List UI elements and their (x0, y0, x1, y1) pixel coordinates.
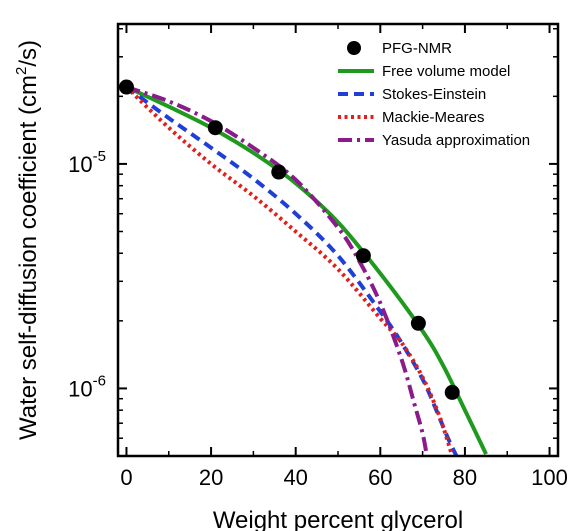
legend-label-yasuda-approximation: Yasuda approximation (382, 132, 530, 149)
data-point-pfg-nmr (444, 384, 460, 400)
x-tick-label: 40 (283, 465, 307, 490)
series-line-stokes-einstein (125, 85, 459, 456)
y-tick-base: 10 (68, 152, 92, 177)
y-axis-label: Water self-diffusion coefficient (cm2/s) (13, 40, 42, 440)
x-tick-label: 60 (368, 465, 392, 490)
series-line-yasuda-approximation (125, 85, 429, 456)
y-axis-label-prefix: Water self-diffusion coefficient (cm (15, 75, 42, 440)
y-tick-exponent: -6 (93, 372, 106, 389)
x-axis-label: Weight percent glycerol (213, 507, 463, 531)
data-point-pfg-nmr (410, 315, 426, 331)
y-axis-label-suffix: /s) (15, 40, 42, 67)
series-layer (118, 79, 488, 456)
legend-item-pfg-nmr: PFG-NMR (347, 40, 452, 57)
y-axis-label-superscript: 2 (13, 67, 30, 75)
series-line-mackie-meares (125, 85, 455, 456)
ticks-layer (118, 24, 558, 457)
y-tick-exponent: -5 (93, 148, 106, 165)
legend-item-free-volume-model: Free volume model (338, 63, 510, 80)
legend-item-mackie-meares: Mackie-Meares (338, 109, 485, 126)
legend-label-stokes-einstein: Stokes-Einstein (382, 86, 486, 103)
x-tick-label: 0 (120, 465, 132, 490)
legend-label-mackie-meares: Mackie-Meares (382, 109, 485, 126)
x-tick-label: 100 (531, 465, 568, 490)
data-point-pfg-nmr (271, 164, 287, 180)
legend-marker-pfg-nmr (347, 41, 361, 55)
data-point-pfg-nmr (207, 120, 223, 136)
legend-label-free-volume-model: Free volume model (382, 63, 510, 80)
data-point-pfg-nmr (355, 248, 371, 264)
plot-frame (116, 22, 560, 458)
y-tick-base: 10 (68, 376, 92, 401)
x-tick-label: 80 (453, 465, 477, 490)
data-point-pfg-nmr (118, 79, 134, 95)
y-tick-label: 10-6 (68, 372, 106, 401)
x-tick-label: 20 (199, 465, 223, 490)
legend: PFG-NMR Free volume model Stokes-Einstein M… (338, 40, 530, 149)
legend-label-pfg-nmr: PFG-NMR (382, 40, 452, 57)
legend-item-stokes-einstein: Stokes-Einstein (338, 86, 486, 103)
y-tick-label: 10-5 (68, 148, 106, 177)
legend-item-yasuda-approximation: Yasuda approximation (338, 132, 530, 149)
series-line-free-volume-model (125, 85, 488, 455)
